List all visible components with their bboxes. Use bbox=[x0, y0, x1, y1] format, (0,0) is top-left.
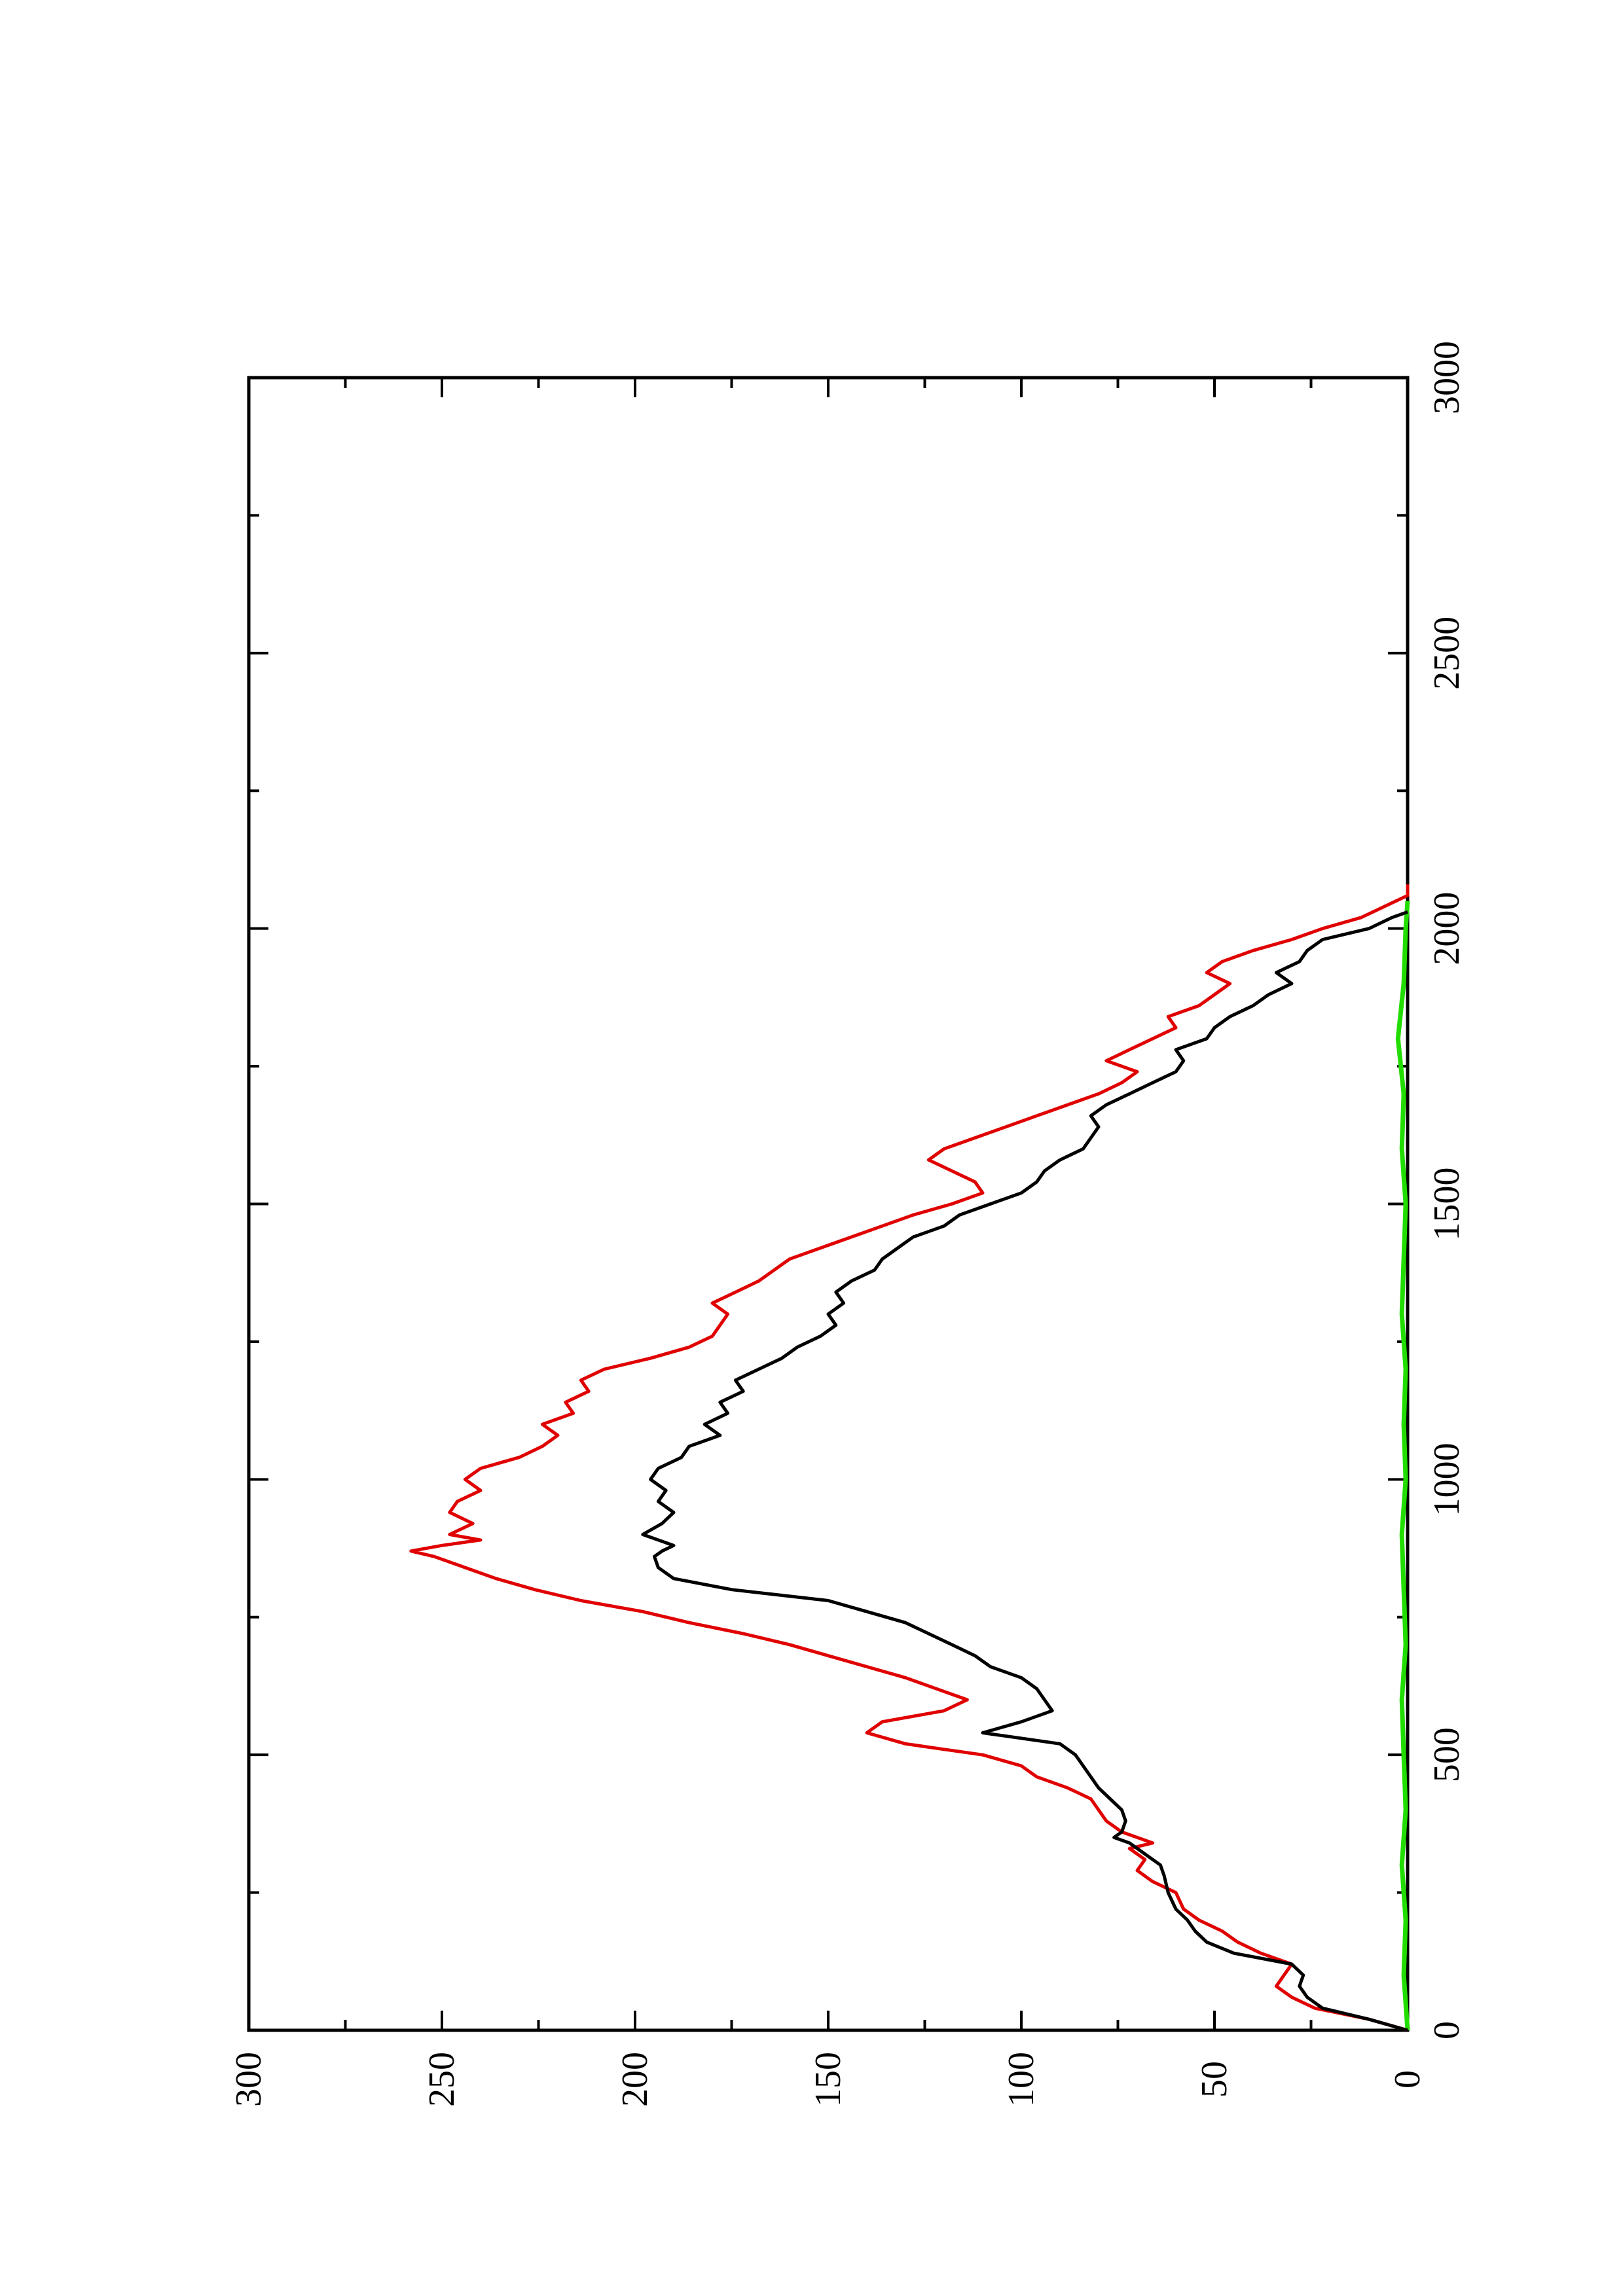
x-tick-label: 0 bbox=[1427, 2021, 1467, 2039]
x-tick-label: 3000 bbox=[1427, 341, 1467, 414]
series-line-0 bbox=[641, 910, 1408, 2032]
x-tick-label: 2000 bbox=[1427, 892, 1467, 965]
y-tick-label: 100 bbox=[1001, 2052, 1042, 2107]
series-line-1 bbox=[409, 884, 1410, 2032]
tick-labels: 0 500 1000 1500 2000 2500 3000 0 50 100 150 200 250 3… bbox=[228, 341, 1467, 2107]
x-tick-label: 2500 bbox=[1427, 617, 1467, 690]
x-tick-label: 1500 bbox=[1427, 1168, 1467, 1241]
series-line-2 bbox=[1395, 901, 1410, 2031]
y-tick-label: 250 bbox=[422, 2052, 462, 2107]
y-tick-label: 150 bbox=[808, 2052, 848, 2107]
series-layer bbox=[409, 884, 1410, 2032]
x-tick-label: 500 bbox=[1427, 1727, 1467, 1782]
x-tick-label: 1000 bbox=[1427, 1443, 1467, 1516]
y-tick-label: 0 bbox=[1387, 2070, 1428, 2089]
y-tick-label: 200 bbox=[615, 2052, 655, 2107]
y-tick-label: 50 bbox=[1194, 2061, 1235, 2098]
plot-frame bbox=[247, 376, 1410, 2032]
tick-marks bbox=[247, 376, 1409, 2032]
y-tick-label: 300 bbox=[228, 2052, 269, 2107]
